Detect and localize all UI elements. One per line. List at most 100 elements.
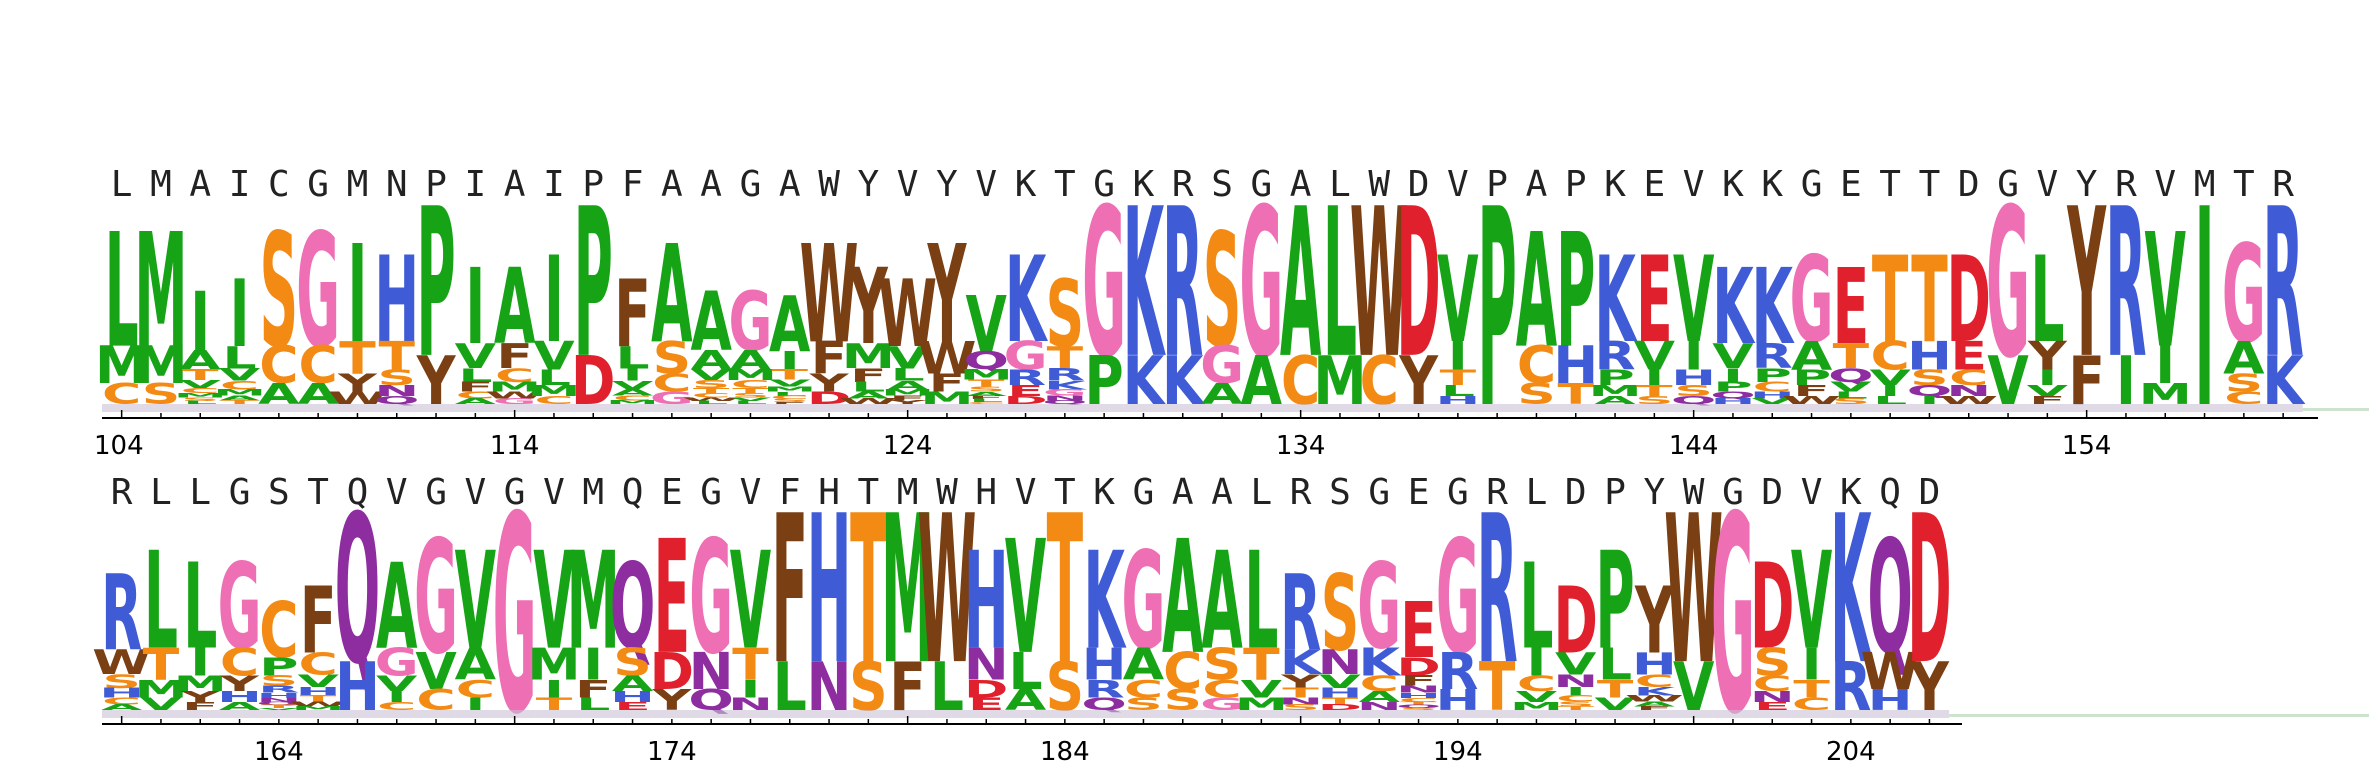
logo-letter: P — [1478, 153, 1517, 469]
residual-letters — [1438, 710, 1478, 718]
residual-letters — [966, 404, 1006, 412]
logo-letter: S — [1124, 695, 1163, 715]
residual-letters — [337, 710, 378, 718]
logo-letter: C — [1871, 335, 1910, 380]
residual-letters — [1241, 404, 1281, 412]
consensus-letter: P — [1486, 164, 1508, 205]
logo-letter: Q — [1042, 399, 1087, 405]
logo-letter: V — [1673, 232, 1714, 370]
logo-letter: K — [1594, 232, 1637, 370]
logo-letter: S — [1203, 200, 1242, 383]
residual-letters — [1320, 404, 1360, 412]
residual-letters — [1752, 710, 1792, 718]
residual-letters — [1909, 404, 1950, 412]
residual-letters — [2067, 404, 2107, 412]
residual-letters — [691, 404, 731, 412]
logo-letter: M — [1510, 700, 1563, 712]
consensus-letter: G — [1133, 472, 1155, 513]
logo-letter: C — [613, 394, 652, 402]
residual-letters — [730, 404, 771, 412]
logo-letter: C — [102, 696, 141, 707]
logo-letter: H — [1318, 686, 1363, 701]
residual-letters — [2184, 404, 2225, 412]
logo-letter: V — [1555, 647, 1597, 682]
logo-letter: N — [1318, 642, 1363, 682]
logo-letter: D — [1003, 394, 1047, 407]
logo-letter: N — [1278, 696, 1323, 707]
axis-tick-label: 204 — [1826, 737, 1876, 767]
logo-letter: H — [1671, 365, 1716, 390]
logo-letter: I — [2195, 153, 2215, 469]
logo-letter: S — [1635, 394, 1674, 407]
logo-letter: V — [533, 524, 574, 680]
logo-letter: R — [1005, 365, 1046, 390]
residual-letters — [888, 404, 928, 412]
residual-letters — [1634, 404, 1674, 412]
logo-letter: C — [652, 368, 691, 397]
logo-letter: A — [612, 388, 654, 398]
consensus-letter: Y — [2076, 164, 2098, 205]
residual-letters — [1281, 710, 1321, 718]
consensus-letter: G — [307, 164, 329, 205]
logo-letter: C — [731, 378, 770, 390]
consensus-letter: H — [975, 472, 997, 513]
logo-letter: C — [692, 392, 731, 399]
logo-letter: A — [730, 345, 772, 376]
logo-letter: L — [1598, 639, 1632, 690]
residual-letters — [102, 710, 142, 718]
residual-letters — [573, 710, 613, 718]
logo-letter: V — [1752, 397, 1794, 406]
consensus-letter: K — [1093, 472, 1115, 513]
logo-letter: R — [1084, 675, 1125, 704]
consensus-letter: T — [1054, 164, 1076, 205]
consensus-letter: R — [1486, 472, 1508, 513]
logo-letter: G — [2222, 218, 2266, 374]
residual-letters — [1713, 404, 1753, 412]
logo-letter: C — [1635, 672, 1674, 691]
logo-letter: Y — [219, 671, 260, 696]
consensus-letter: D — [1761, 472, 1783, 513]
residual-letters — [416, 710, 456, 718]
consensus-letter: V — [740, 472, 762, 513]
consensus-letter: G — [1801, 164, 1823, 205]
consensus-letter: K — [1840, 472, 1862, 513]
consensus-letter: S — [268, 472, 290, 513]
logo-letter: C — [1753, 380, 1792, 395]
logo-letter: G — [1004, 335, 1048, 380]
logo-letter: V — [769, 378, 811, 389]
logo-letter: Y — [2067, 166, 2107, 404]
logo-letter: S — [770, 398, 809, 403]
residual-letters — [141, 404, 181, 412]
logo-letter: L — [1834, 390, 1868, 401]
consensus-letter: R — [2272, 164, 2294, 205]
logo-letter: S — [692, 378, 731, 390]
logo-letter: T — [1440, 365, 1477, 390]
logo-letter: C — [1517, 336, 1556, 396]
logo-letter: C — [1556, 694, 1595, 704]
logo-letter: V — [140, 695, 182, 715]
logo-letter: A — [1594, 394, 1636, 407]
residual-letters — [1870, 710, 1910, 718]
logo-letter: Q — [1828, 365, 1873, 387]
logo-letter: C — [377, 700, 416, 712]
residual-letters — [730, 710, 771, 718]
logo-letter: W — [1664, 472, 1723, 710]
logo-letter: K — [1005, 232, 1048, 370]
logo-letter: M — [134, 200, 187, 383]
logo-letter: H — [964, 524, 1009, 680]
consensus-letter: V — [1447, 164, 1469, 205]
logo-letter: V — [1830, 380, 1871, 395]
logo-letter: K — [1280, 642, 1324, 682]
logo-letter: T — [732, 639, 769, 690]
logo-letter: A — [966, 391, 1008, 397]
logo-letter: V — [180, 378, 222, 390]
residual-letters — [1791, 404, 1832, 412]
residual-letters — [1634, 710, 1674, 718]
consensus-letter: M — [582, 472, 604, 513]
logo-letter: V — [1319, 671, 1360, 693]
consensus-letter: G — [504, 472, 526, 513]
logo-letter: F — [575, 675, 612, 704]
logo-letter: I — [1684, 335, 1704, 380]
logo-letter: A — [651, 218, 692, 374]
logo-letter: Y — [2027, 335, 2068, 380]
